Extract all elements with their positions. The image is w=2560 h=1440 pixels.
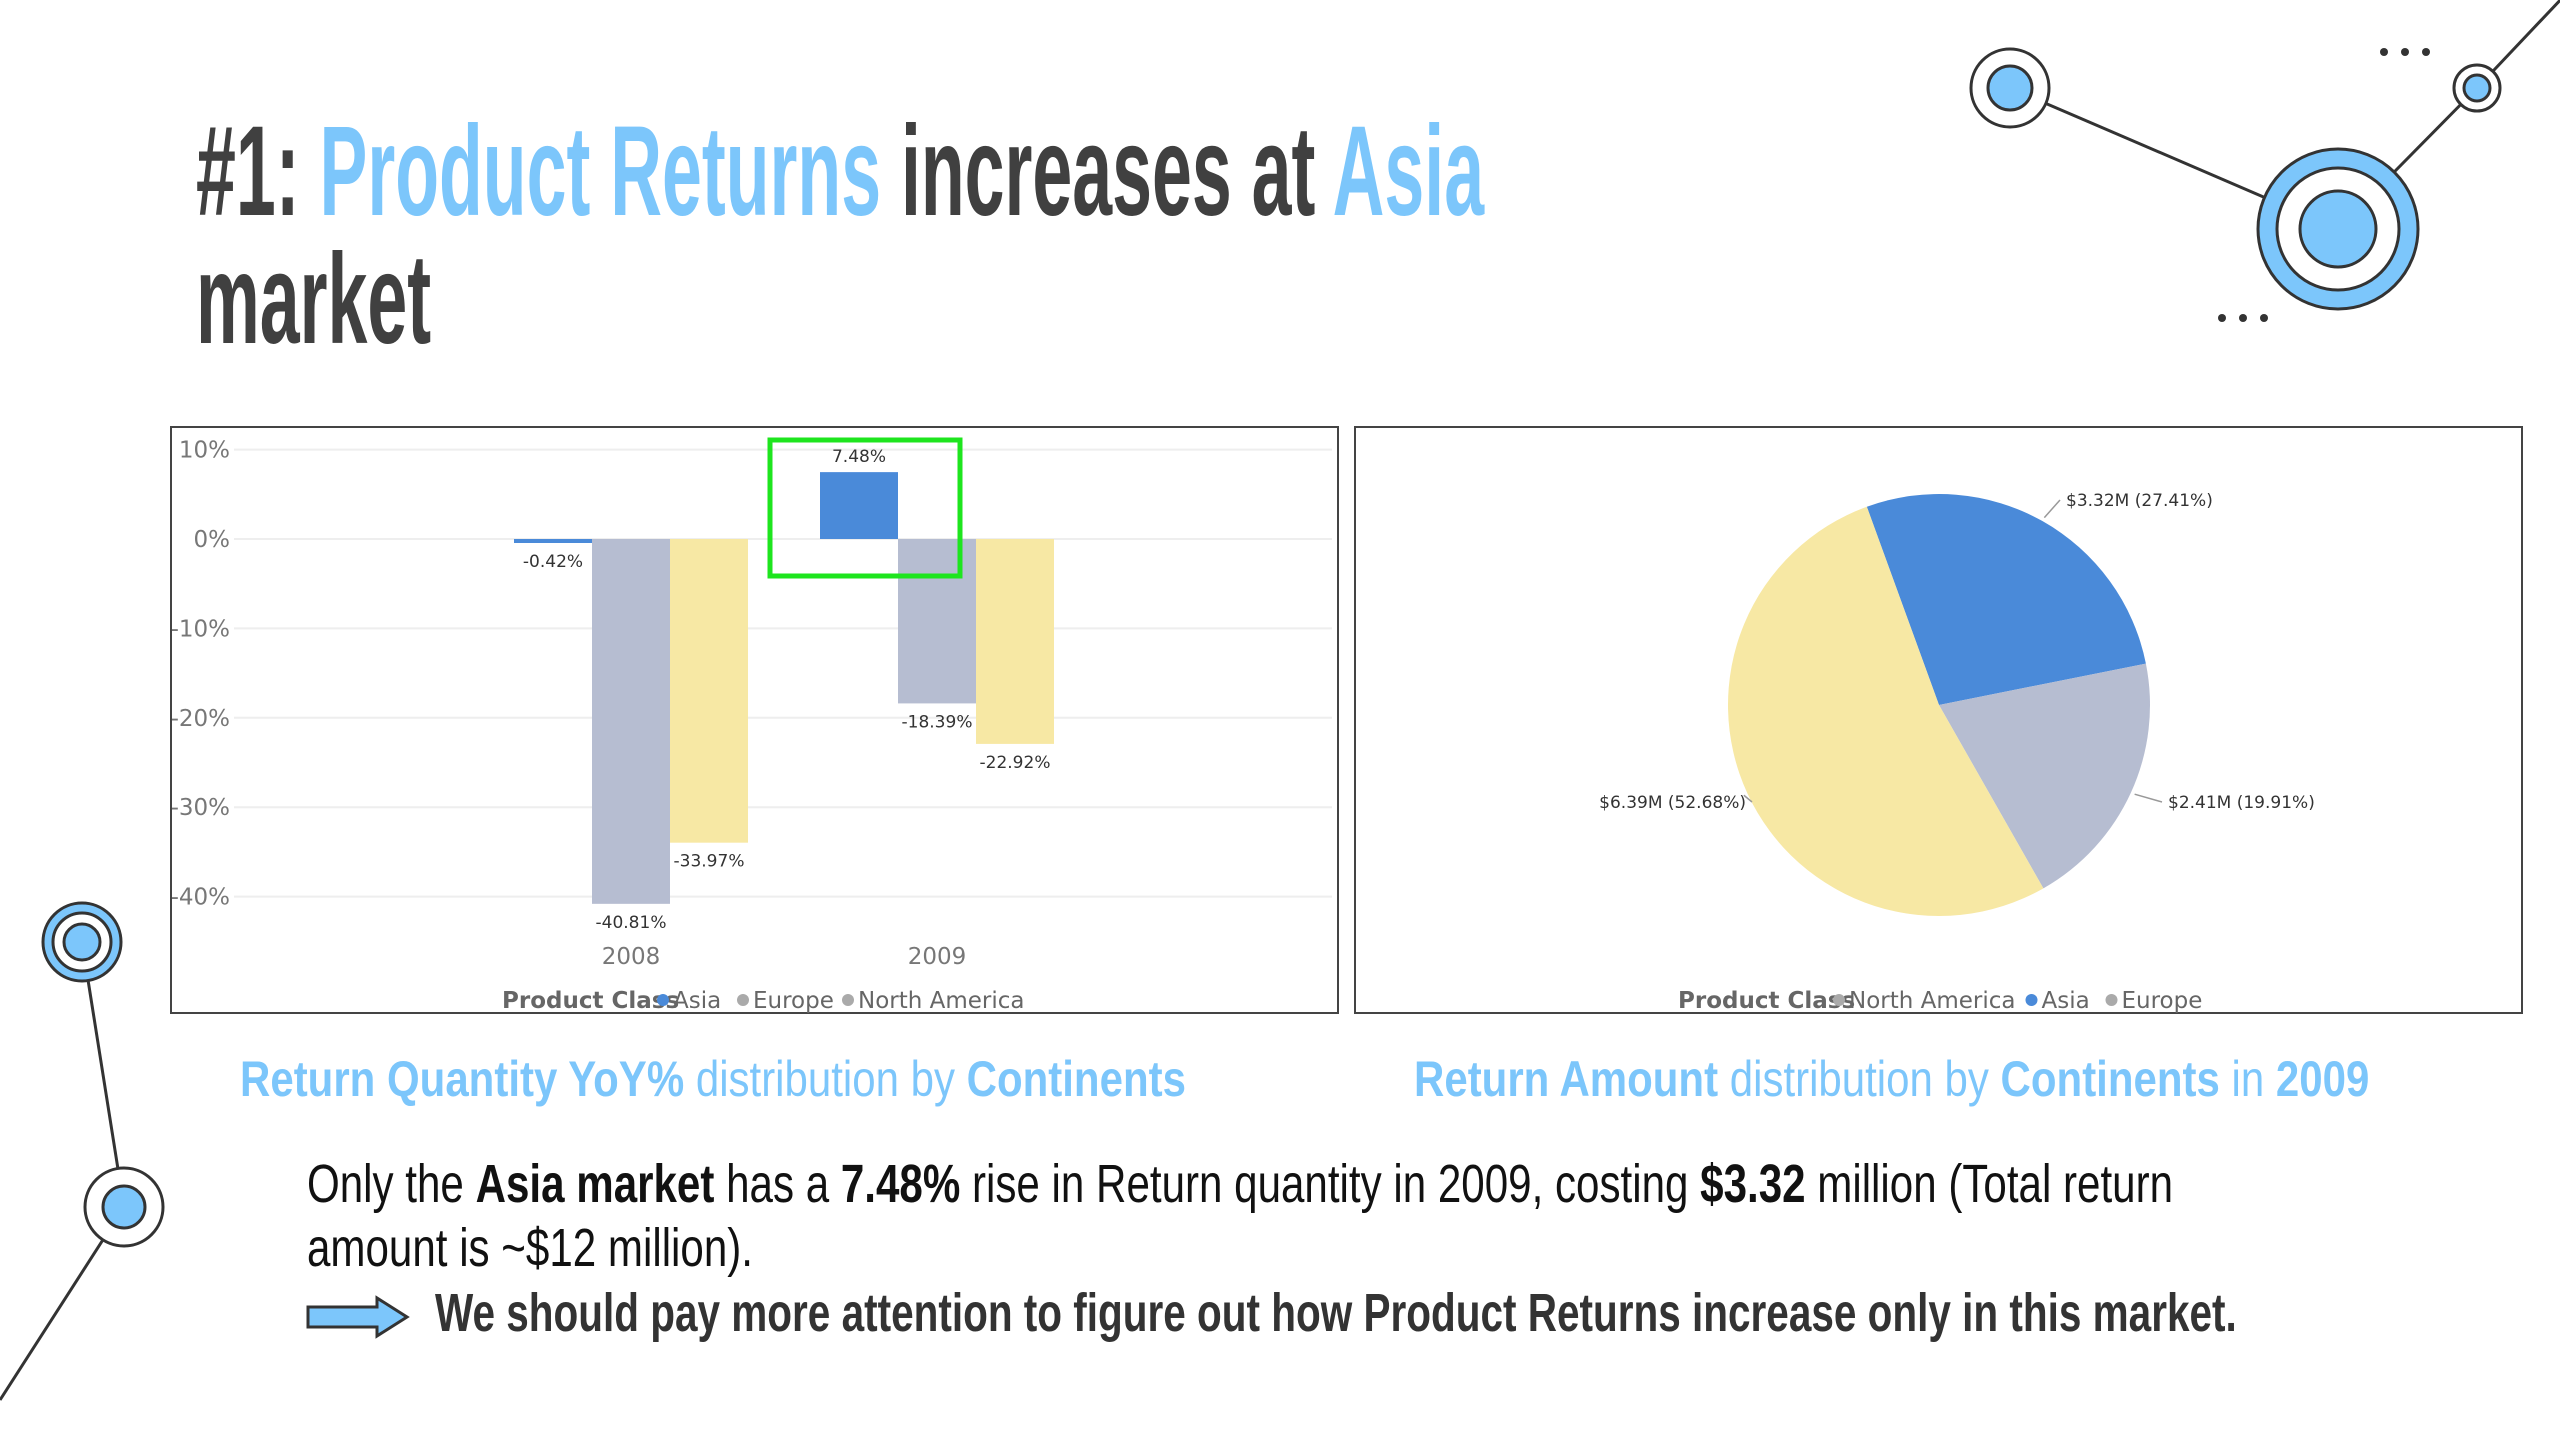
legend-item: Europe xyxy=(2122,988,2203,1014)
title-line2: market xyxy=(196,228,432,371)
pie-slice-europe xyxy=(1939,663,2150,889)
y-tick-label: -20% xyxy=(172,706,230,732)
x-tick-label: 2009 xyxy=(908,944,967,970)
title-prefix: #1: xyxy=(196,100,320,243)
text-bold: 7.48% xyxy=(840,1154,961,1214)
caption-text: distribution by xyxy=(1718,1051,2001,1107)
pie-slice-asia xyxy=(1866,494,2146,705)
caption-text: distribution by xyxy=(684,1051,967,1107)
caption-bold: Continents xyxy=(2000,1051,2220,1107)
conclusion-text: We should pay more attention to figure o… xyxy=(435,1283,2237,1343)
data-label: 7.48% xyxy=(832,447,886,467)
leader-line xyxy=(1743,794,1753,803)
bar-asia-2009 xyxy=(820,472,898,539)
legend-dot-icon xyxy=(657,994,669,1006)
legend-title: Product Class xyxy=(1678,988,1855,1014)
leader-line xyxy=(2134,793,2163,803)
bar-chart: 10% 0% -10% -20% -30% -40% -0.42% -40.81% -33.97… xyxy=(172,437,1332,1014)
data-label: $2.41M (19.91%) xyxy=(2168,793,2315,813)
bar-europe-2008 xyxy=(592,539,670,904)
legend-item: North America xyxy=(858,988,1025,1014)
legend-dot-icon xyxy=(737,994,749,1006)
data-label: -40.81% xyxy=(596,913,667,933)
x-tick-label: 2008 xyxy=(602,944,661,970)
legend-item: North America xyxy=(1849,988,2016,1014)
legend-title: Product Class xyxy=(502,988,679,1014)
text: rise in Return quantity in 2009, costing xyxy=(960,1154,1701,1214)
legend-item: Europe xyxy=(753,988,834,1014)
pie-chart-caption: Return Amount distribution by Continents… xyxy=(1414,1050,2369,1108)
text-bold: Asia market xyxy=(475,1154,715,1214)
ellipsis-dots-icon xyxy=(2218,48,2430,322)
legend-dot-icon xyxy=(2105,994,2118,1006)
title-highlight-asia: Asia xyxy=(1332,100,1485,243)
caption-bold: Return Amount xyxy=(1414,1051,1719,1107)
bar-asia-2008 xyxy=(514,539,592,543)
data-label: -22.92% xyxy=(980,753,1051,773)
text: million (Total return xyxy=(1805,1154,2174,1214)
text: Only the xyxy=(307,1154,476,1214)
data-label: -18.39% xyxy=(902,712,973,732)
pie-slice-north-america xyxy=(1728,506,2044,916)
bar-north-america-2008 xyxy=(670,539,748,843)
page-title: #1: Product Returns increases at Asia ma… xyxy=(196,108,1876,364)
data-label: $3.32M (27.41%) xyxy=(2066,491,2213,511)
bar-north-america-2009 xyxy=(976,539,1054,744)
y-tick-label: 0% xyxy=(194,527,231,553)
legend-item: Asia xyxy=(2042,988,2090,1014)
legend-item: Asia xyxy=(673,988,721,1014)
summary-text: Only the Asia market has a 7.48% rise in… xyxy=(307,1152,2173,1280)
data-label: -0.42% xyxy=(523,552,583,572)
legend-dot-icon xyxy=(2025,994,2038,1006)
pie-chart: $3.32M (27.41%) $2.41M (19.91%) $6.39M (52… xyxy=(1599,491,2315,1014)
bar-chart-caption: Return Quantity YoY% distribution by Con… xyxy=(240,1050,1186,1108)
text: has a xyxy=(714,1154,841,1214)
y-tick-label: -40% xyxy=(172,885,230,911)
highlight-box xyxy=(767,437,963,579)
y-tick-label: -10% xyxy=(172,616,230,642)
text-bold: $3.32 xyxy=(1700,1154,1806,1214)
bar-chart-panel: 10% 0% -10% -20% -30% -40% -0.42% -40.81% -33.97… xyxy=(170,426,1339,1014)
bar-europe-2009 xyxy=(898,539,976,704)
legend-dot-icon xyxy=(842,994,854,1006)
title-middle: increases at xyxy=(881,100,1333,243)
y-tick-label: 10% xyxy=(179,438,230,464)
caption-text: in xyxy=(2219,1051,2276,1107)
data-label: -33.97% xyxy=(674,852,745,872)
data-label: $6.39M (52.68%) xyxy=(1599,793,1746,813)
legend-dot-icon xyxy=(1833,994,1845,1006)
y-tick-label: -30% xyxy=(172,795,230,821)
pie-chart-panel: $3.32M (27.41%) $2.41M (19.91%) $6.39M (52… xyxy=(1354,426,2523,1014)
leader-line xyxy=(2043,499,2061,519)
caption-bold: Continents xyxy=(966,1051,1186,1107)
right-arrow-icon xyxy=(306,1295,410,1339)
caption-bold: 2009 xyxy=(2275,1051,2370,1107)
text: amount is ~$12 million). xyxy=(307,1218,753,1278)
caption-bold: Return Quantity YoY% xyxy=(240,1051,685,1107)
title-highlight-product-returns: Product Returns xyxy=(319,100,882,243)
